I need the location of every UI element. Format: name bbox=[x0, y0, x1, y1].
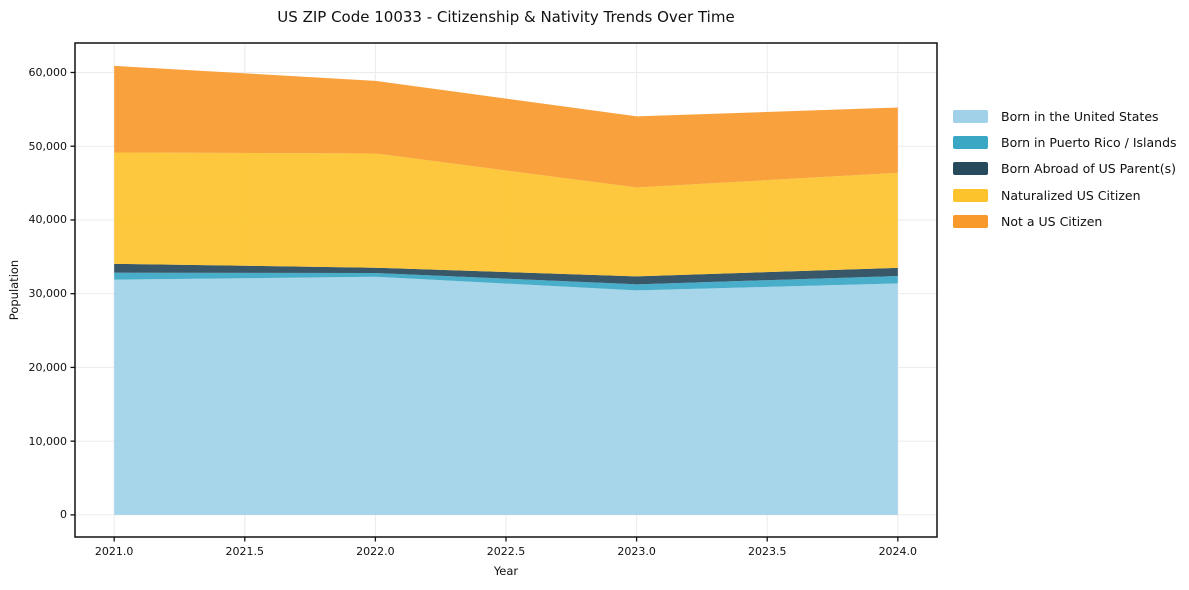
legend: Born in the United States Born in Puerto… bbox=[953, 103, 1177, 235]
y-tick-label: 20,000 bbox=[28, 360, 68, 374]
legend-label: Not a US Citizen bbox=[1001, 214, 1103, 230]
x-tick-label: 2022.5 bbox=[486, 545, 526, 558]
x-axis-label: Year bbox=[493, 564, 519, 578]
area-series-0 bbox=[114, 276, 898, 515]
legend-item-naturalized: Naturalized US Citizen bbox=[953, 182, 1177, 208]
legend-swatch-born-abroad bbox=[953, 162, 988, 176]
legend-item-born-abroad: Born Abroad of US Parent(s) bbox=[953, 156, 1177, 182]
legend-swatch-born-us bbox=[953, 109, 988, 123]
x-tick-label: 2021.0 bbox=[94, 545, 134, 558]
area-series-2 bbox=[114, 263, 898, 285]
legend-label: Born in the United States bbox=[1001, 108, 1159, 124]
area-series-4 bbox=[114, 65, 898, 188]
legend-item-born-us: Born in the United States bbox=[953, 103, 1177, 129]
y-tick-label: 0 bbox=[60, 508, 67, 522]
y-tick-label: 10,000 bbox=[28, 434, 68, 448]
y-tick-label: 30,000 bbox=[28, 287, 68, 301]
legend-swatch-naturalized bbox=[953, 188, 988, 202]
x-tick-label: 2022.0 bbox=[356, 545, 395, 558]
y-tick-label: 50,000 bbox=[28, 139, 68, 153]
x-tick-label: 2021.5 bbox=[225, 545, 265, 558]
x-tick-label: 2023.0 bbox=[617, 545, 656, 558]
legend-item-not-citizen: Not a US Citizen bbox=[953, 209, 1177, 235]
legend-swatch-not-citizen bbox=[953, 215, 988, 229]
legend-label: Naturalized US Citizen bbox=[1001, 187, 1141, 203]
y-tick-label: 60,000 bbox=[28, 65, 68, 79]
area-series-3 bbox=[114, 152, 898, 277]
legend-item-born-pr: Born in Puerto Rico / Islands bbox=[953, 129, 1177, 155]
area-series-1 bbox=[114, 272, 898, 291]
y-tick-label: 40,000 bbox=[28, 213, 68, 227]
x-tick-label: 2023.5 bbox=[747, 545, 787, 558]
x-tick-label: 2024.0 bbox=[878, 545, 918, 558]
chart-title: US ZIP Code 10033 - Citizenship & Nativi… bbox=[277, 8, 735, 26]
legend-label: Born Abroad of US Parent(s) bbox=[1001, 161, 1176, 177]
legend-swatch-born-pr bbox=[953, 136, 988, 150]
legend-label: Born in Puerto Rico / Islands bbox=[1001, 135, 1177, 151]
